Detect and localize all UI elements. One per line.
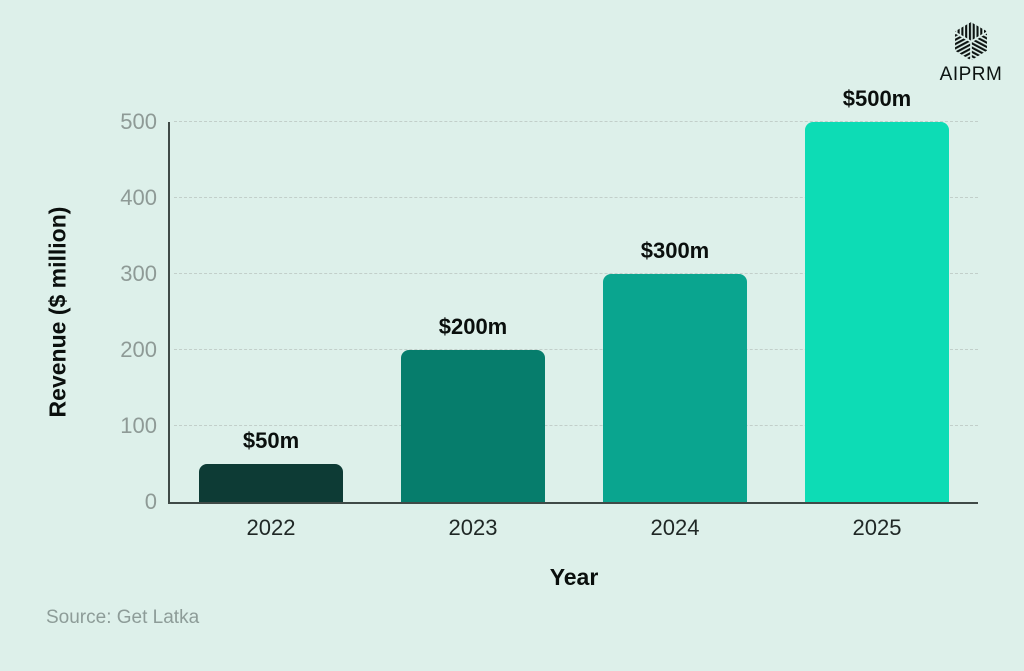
x-axis-line <box>168 502 978 504</box>
bar-value-label-2024: $300m <box>640 238 710 263</box>
gridline-300 <box>174 273 978 274</box>
plot-area: 0 100 200 300 400 500 $50m 2022 $200m 2023 $300m 20… <box>120 88 978 539</box>
aiprm-logo: AIPRM <box>925 20 1017 84</box>
source-note: Source: Get Latka <box>46 607 200 628</box>
gridline-200 <box>174 349 978 350</box>
y-tick-label-100: 100 <box>120 413 157 438</box>
y-tick-label-400: 400 <box>120 185 157 210</box>
aiprm-cube-icon <box>955 22 987 60</box>
x-tick-label-2025: 2025 <box>852 515 902 540</box>
bar-value-label-2023: $200m <box>438 314 508 339</box>
bar-2025 <box>805 122 949 502</box>
x-tick-label-2023: 2023 <box>448 515 498 540</box>
bar-2023 <box>401 350 545 502</box>
bar-2022 <box>199 464 343 502</box>
bar-value-label-2022: $50m <box>242 428 300 453</box>
y-axis-line <box>168 122 170 504</box>
gridline-100 <box>174 425 978 426</box>
y-tick-label-300: 300 <box>120 261 157 286</box>
bar-2024 <box>603 274 747 502</box>
x-axis-title: Year <box>549 564 599 590</box>
y-tick-label-500: 500 <box>120 109 157 134</box>
x-tick-label-2024: 2024 <box>650 515 700 540</box>
aiprm-logo-text: AIPRM <box>939 64 1003 85</box>
x-tick-label-2022: 2022 <box>246 515 296 540</box>
y-axis-title: Revenue ($ million) <box>44 206 71 418</box>
gridline-500 <box>174 121 978 122</box>
gridline-400 <box>174 197 978 198</box>
bar-value-label-2025: $500m <box>842 86 912 111</box>
y-tick-label-0: 0 <box>144 489 157 514</box>
y-tick-label-200: 200 <box>120 337 157 362</box>
